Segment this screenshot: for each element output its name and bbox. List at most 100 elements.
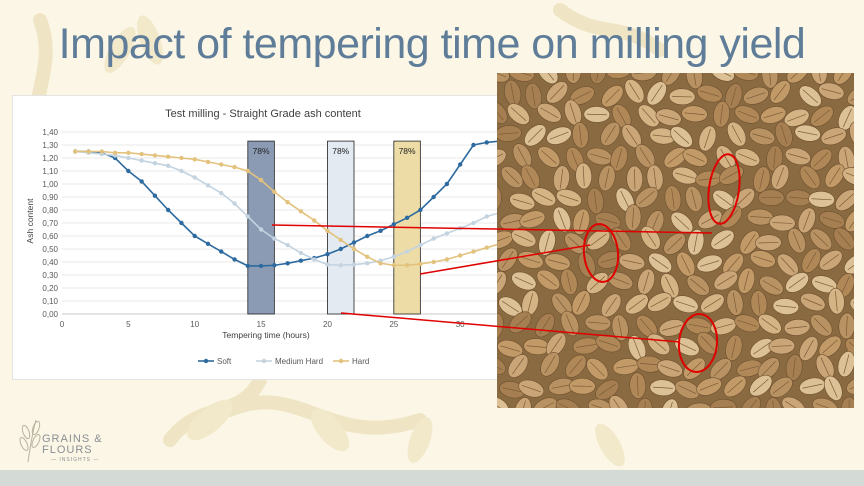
y-tick-label: 1,30 (42, 141, 58, 150)
highlight-band-label: 78% (253, 146, 270, 156)
wheat-kernel (629, 372, 647, 399)
data-point (298, 209, 304, 214)
wheat-kernel (682, 148, 708, 167)
wheat-kernel (649, 127, 676, 145)
data-point (205, 159, 211, 165)
wheat-kernel (636, 355, 664, 373)
wheat-kernel (674, 380, 700, 399)
wheat-kernel (569, 86, 595, 106)
wheat-kernel (757, 189, 785, 207)
wheat-kernel (838, 312, 854, 340)
data-point (232, 201, 237, 206)
wheat-kernel (636, 397, 653, 408)
wheat-kernel (600, 121, 621, 147)
wheat-kernel (670, 126, 693, 148)
wheat-kernel (783, 319, 811, 336)
wheat-kernel (809, 148, 833, 171)
data-point (351, 240, 357, 245)
wheat-kernel (655, 108, 682, 127)
wheat-kernel (739, 230, 760, 255)
wheat-kernel (769, 214, 796, 232)
wheat-kernel (646, 81, 667, 106)
data-point (404, 263, 410, 268)
wheat-kernel (572, 121, 589, 149)
wheat-kernel (700, 293, 725, 314)
wheat-kernel (647, 292, 672, 312)
wheat-kernel (785, 354, 803, 381)
wheat-kernel (625, 293, 649, 315)
wheat-kernel (587, 398, 614, 408)
wheat-kernel (595, 379, 620, 400)
wheat-kernel (564, 73, 582, 84)
x-tick-label: 15 (257, 320, 266, 329)
wheat-kernel (637, 268, 655, 295)
wheat-kernel (587, 187, 604, 215)
wheat-kernel (810, 73, 828, 85)
wheat-kernel (589, 73, 607, 85)
wheat-kernel (809, 228, 833, 251)
data-point (285, 242, 290, 248)
wheat-kernel (540, 352, 560, 377)
wheat-kernel (560, 268, 578, 295)
wheat-kernel (696, 254, 723, 273)
data-point (179, 220, 184, 226)
wheat-kernel (785, 272, 809, 293)
highlight-band-label: 78% (332, 146, 349, 156)
x-tick-label: 30 (456, 320, 465, 329)
wheat-kernel (759, 275, 784, 296)
data-point (338, 263, 343, 268)
wheat-kernel (621, 124, 642, 149)
wheat-kernel (725, 334, 743, 362)
data-point (404, 249, 410, 254)
wheat-kernel (810, 314, 833, 337)
y-tick-label: 0,50 (42, 245, 58, 254)
data-point (165, 154, 171, 159)
wheat-kernel (696, 84, 723, 103)
data-point (484, 214, 489, 219)
data-point (391, 254, 397, 259)
data-point (152, 161, 158, 166)
wheat-kernel (781, 396, 806, 408)
data-point (165, 163, 171, 168)
data-point (431, 194, 436, 200)
data-point (365, 261, 370, 266)
wheat-kernel (824, 163, 845, 188)
data-point (165, 207, 171, 213)
wheat-kernel (556, 189, 582, 207)
x-tick-label: 20 (323, 320, 332, 329)
wheat-kernel (565, 354, 587, 378)
data-point (325, 262, 330, 267)
data-point (219, 190, 224, 196)
data-point (471, 249, 476, 254)
legend-marker (261, 358, 267, 364)
data-point (431, 236, 436, 241)
wheat-kernel (734, 314, 761, 333)
wheat-kernel (840, 396, 854, 408)
wheat-kernel (846, 376, 854, 395)
data-point (484, 245, 489, 250)
wheat-kernel (696, 377, 722, 396)
chart-svg: Test milling - Straight Grade ash conten… (25, 108, 503, 366)
wheat-kernel (635, 144, 656, 169)
y-tick-label: 0,80 (42, 206, 58, 215)
y-tick-label: 0,00 (42, 310, 58, 319)
data-point (258, 263, 264, 269)
wheat-kernel (583, 106, 611, 123)
highlight-band-label: 78% (399, 146, 416, 156)
wheat-kernel (676, 251, 696, 277)
wheat-kernel (507, 103, 530, 125)
x-tick-label: 5 (126, 320, 131, 329)
series-line-hard (75, 150, 501, 267)
wheat-kernel (732, 73, 759, 81)
wheat-kernel (771, 164, 790, 190)
wheat-kernel (723, 375, 747, 398)
wheat-kernel (497, 355, 506, 375)
wheat-kernel (546, 81, 569, 104)
wheat-kernel (532, 397, 558, 408)
data-point (298, 250, 304, 256)
data-point (245, 168, 251, 174)
data-point (179, 155, 184, 161)
y-tick-label: 1,10 (42, 167, 58, 176)
data-point (457, 226, 463, 231)
